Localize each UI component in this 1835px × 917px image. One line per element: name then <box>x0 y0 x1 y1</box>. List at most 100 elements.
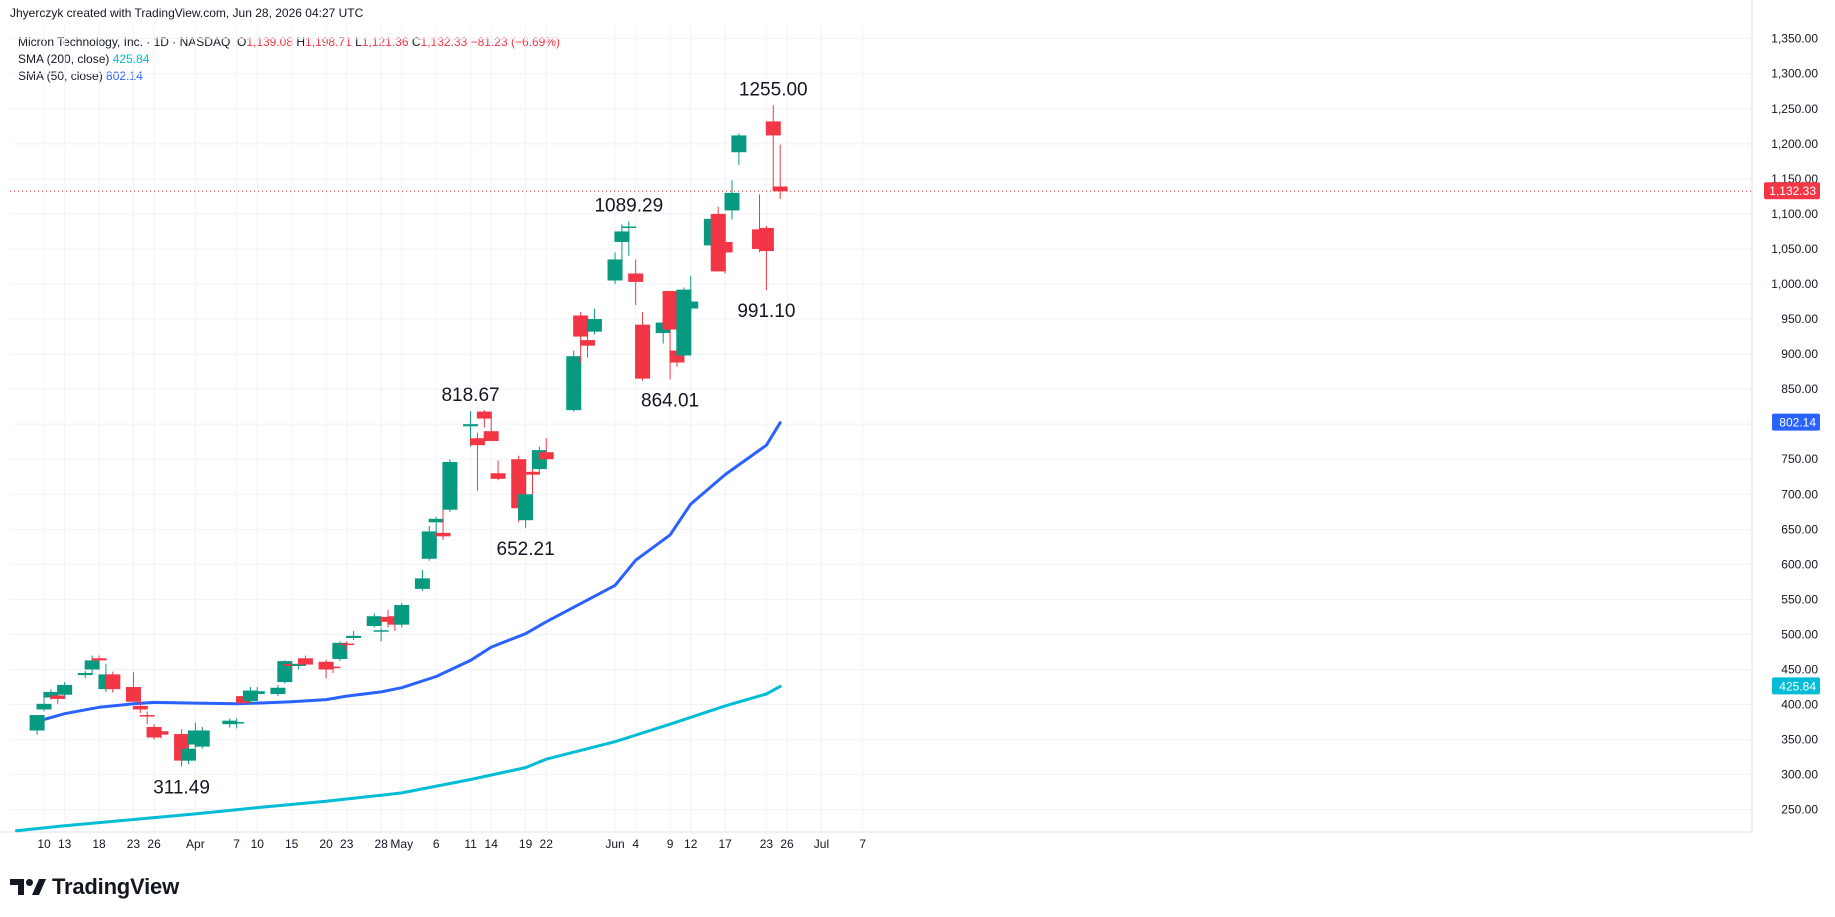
candle-body <box>483 431 499 442</box>
candle-body <box>291 663 307 666</box>
candle <box>242 687 258 705</box>
open-label: O <box>236 35 247 49</box>
candle <box>442 459 458 512</box>
x-tick-label: 7 <box>859 837 866 851</box>
candle-body <box>153 731 169 735</box>
sma200-layer <box>15 684 782 833</box>
candle-body <box>621 226 637 229</box>
candle <box>277 660 293 684</box>
candle <box>731 133 747 165</box>
candle-body <box>765 121 781 136</box>
candle <box>518 476 534 528</box>
candle-body <box>662 291 678 330</box>
x-tick-label: 13 <box>58 837 72 851</box>
candle <box>717 217 733 274</box>
tradingview-logo[interactable]: TradingView <box>10 874 179 900</box>
tradingview-logo-icon <box>10 879 46 895</box>
x-tick-label: 9 <box>667 837 674 851</box>
candle <box>125 672 141 702</box>
candle-body <box>635 324 651 379</box>
price-annotation: 1089.29 <box>594 195 663 216</box>
sma200-line <box>15 684 782 833</box>
x-tick-label: Jun <box>605 837 624 851</box>
price-annotation: 652.21 <box>497 539 555 560</box>
candle-body <box>724 192 740 211</box>
candle-body <box>50 695 66 699</box>
price-annotation: 991.10 <box>737 301 795 322</box>
price-annotation: 311.49 <box>153 778 210 799</box>
candle-body <box>524 471 540 475</box>
candle <box>524 467 540 495</box>
axis-price-label-bg <box>1764 182 1820 200</box>
candle-body <box>325 666 341 669</box>
candle-body <box>435 532 451 537</box>
y-tick-label: 1,050.00 <box>1771 242 1818 256</box>
x-tick-label: 26 <box>780 837 794 851</box>
y-tick-label: 1,000.00 <box>1771 277 1818 291</box>
x-tick-label: 14 <box>485 837 499 851</box>
y-tick-label: 950.00 <box>1781 312 1818 326</box>
y-tick-label: 1,250.00 <box>1771 102 1818 116</box>
axis-price-label-text: 425.84 <box>1779 679 1816 693</box>
candle-body <box>125 687 141 702</box>
candle-body <box>366 616 382 627</box>
axis-price-label-bg <box>1772 677 1820 695</box>
candle-body <box>538 452 554 460</box>
candle <box>586 308 602 335</box>
annotation-layer: 311.49 818.67 652.21 1089.29 864.01 1255.00 99… <box>153 79 807 798</box>
x-tick-label: 6 <box>433 837 440 851</box>
candle <box>710 206 726 272</box>
y-tick-label: 350.00 <box>1781 733 1818 747</box>
candle-body <box>614 231 630 242</box>
candle-body <box>442 462 458 510</box>
x-tick-label: 23 <box>760 837 774 851</box>
candle-body <box>132 705 148 710</box>
y-tick-label: 700.00 <box>1781 487 1818 501</box>
candle-body <box>277 661 293 683</box>
x-tick-label: 12 <box>684 837 698 851</box>
x-tick-label: 15 <box>285 837 299 851</box>
y-tick-label: 1,350.00 <box>1771 32 1818 46</box>
grid-layer <box>10 26 1752 832</box>
candle-body <box>414 578 430 589</box>
x-tick-label: 10 <box>37 837 51 851</box>
sma200-legend-row[interactable]: SMA (200, close) 425.84 <box>18 51 560 68</box>
candle <box>772 144 788 199</box>
x-tick-label: 18 <box>92 837 106 851</box>
candle <box>483 415 499 442</box>
x-tick-label: 17 <box>718 837 732 851</box>
price-chart[interactable]: 250.00 300.00 350.00 400.00 450.00 500.00 550.… <box>0 0 1835 870</box>
candle-body <box>573 315 589 337</box>
candle <box>174 729 190 767</box>
candle <box>469 432 485 491</box>
x-tick-label: May <box>390 837 413 851</box>
price-annotation: 818.67 <box>441 385 499 406</box>
price-annotation: 864.01 <box>641 390 699 411</box>
y-tick-label: 1,100.00 <box>1771 207 1818 221</box>
sma50-label: SMA (50, close) <box>18 69 103 83</box>
x-tick-label: Apr <box>186 837 205 851</box>
price-label-layer: 1,132.33 802.14 425.84 <box>1764 182 1820 695</box>
candle <box>428 516 444 547</box>
candle-body <box>476 411 492 419</box>
candle-body <box>339 643 355 646</box>
candle <box>758 225 774 291</box>
candle-body <box>105 674 121 690</box>
candle <box>153 729 169 739</box>
candle <box>573 312 589 363</box>
sma50-layer <box>35 421 782 723</box>
candle <box>628 259 644 306</box>
close-label: C <box>411 35 421 49</box>
candle <box>614 224 630 270</box>
candle <box>566 350 582 412</box>
candle-body <box>428 518 444 523</box>
candle <box>249 687 265 697</box>
candle <box>421 525 437 561</box>
axis-price-label-text: 1,132.33 <box>1769 184 1816 198</box>
candle-body <box>580 340 596 346</box>
candle-body <box>731 135 747 153</box>
x-tick-label: 23 <box>340 837 354 851</box>
candle <box>635 312 651 381</box>
candle <box>339 641 355 650</box>
candle <box>105 671 121 693</box>
